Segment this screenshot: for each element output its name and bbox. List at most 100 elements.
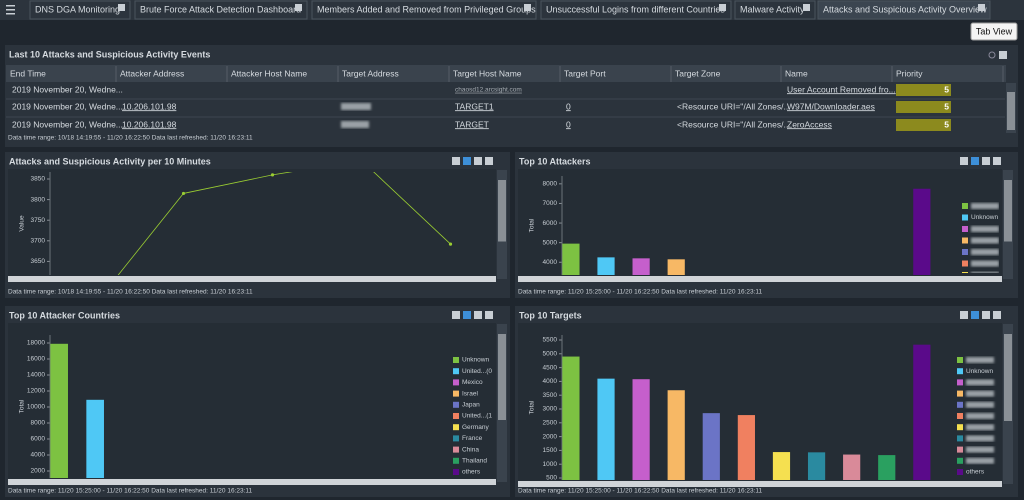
table-cell[interactable]: 0 (566, 119, 571, 129)
toolbar-icon[interactable] (971, 311, 979, 319)
tab[interactable] (540, 0, 732, 20)
y-tick-label: 6000 (543, 220, 558, 227)
tab[interactable] (734, 0, 816, 20)
chart-title: Top 10 Attackers (519, 156, 591, 166)
toolbar-icon[interactable] (993, 311, 1001, 319)
bar (50, 343, 68, 478)
priority-value: 5 (944, 119, 949, 129)
legend-label: Unknown (462, 357, 489, 364)
table-cell[interactable]: ZeroAccess (787, 119, 832, 129)
priority-bar (896, 101, 951, 113)
bar (667, 390, 685, 480)
table-cell[interactable]: TARGET1 (455, 101, 494, 111)
table-cell[interactable]: TARGET (455, 119, 489, 129)
y-tick-label: 3750 (31, 217, 46, 224)
scrollbar-thumb[interactable] (1004, 180, 1012, 242)
toolbar-icon[interactable] (993, 157, 1001, 165)
toolbar-icon[interactable] (463, 311, 471, 319)
legend-swatch (453, 469, 459, 475)
legend-swatch (957, 413, 963, 419)
y-tick-label: 5000 (543, 239, 558, 246)
table-cell[interactable]: User Account Removed fro... (787, 84, 896, 94)
tab-close[interactable] (295, 4, 302, 11)
h-scrollbar[interactable] (518, 276, 1002, 282)
tab-close[interactable] (118, 4, 125, 11)
toolbar-icon[interactable] (485, 311, 493, 319)
table-cell[interactable]: 10.206.101.98 (122, 101, 177, 111)
table-cell[interactable]: W97M/Downloader.aes (787, 101, 875, 111)
chart-footer: Data time range: 11/20 15:25:00 - 11/20 … (8, 488, 253, 495)
legend-swatch (962, 214, 968, 221)
export-icon[interactable] (999, 51, 1007, 59)
toolbar-icon[interactable] (452, 311, 460, 319)
tab-close[interactable] (524, 4, 531, 11)
legend-swatch (962, 249, 968, 255)
bar (632, 258, 650, 275)
scrollbar-thumb[interactable] (1007, 92, 1015, 130)
table-cell[interactable]: chaosd12.arcsight.com (455, 87, 522, 94)
bar (667, 259, 685, 275)
legend-blurred (971, 249, 999, 255)
priority-value: 5 (944, 101, 949, 111)
y-tick-label: 1500 (543, 447, 558, 454)
legend-blurred (966, 390, 994, 397)
menu-icon[interactable] (6, 5, 15, 15)
legend-blurred (971, 260, 999, 267)
plot (562, 188, 931, 275)
toolbar-icon[interactable] (474, 311, 482, 319)
toolbar-icon[interactable] (960, 311, 968, 319)
y-tick-label: 18000 (27, 340, 45, 347)
active-tab[interactable] (817, 0, 991, 20)
toolbar-icon[interactable] (463, 157, 471, 165)
chart-footer: Data time range: 10/18 14:19:55 - 11/20 … (8, 289, 253, 296)
legend-swatch (962, 272, 968, 273)
search-icon[interactable] (988, 51, 996, 59)
legend-swatch (957, 457, 963, 464)
legend-blurred (966, 457, 994, 464)
tab-view-button[interactable] (970, 22, 1018, 41)
toolbar-icon[interactable] (971, 157, 979, 165)
column-header: Name (785, 68, 808, 78)
legend-label: Mexico (462, 379, 483, 386)
tab-close[interactable] (803, 4, 810, 11)
y-tick-label: 1000 (543, 461, 558, 468)
chart-title: Top 10 Attacker Countries (9, 310, 120, 320)
tab-close[interactable] (719, 4, 726, 11)
tabs: DNS DGA Monitoring Brute Force Attack Det… (29, 0, 991, 20)
bar (597, 257, 615, 275)
chart-footer: Data time range: 11/20 15:25:00 - 11/20 … (518, 289, 763, 296)
table-header (6, 65, 1006, 82)
toolbar-icon[interactable] (452, 157, 460, 165)
legend-blurred (971, 272, 999, 273)
scrollbar-thumb[interactable] (1004, 334, 1012, 421)
priority-value: 5 (944, 84, 949, 94)
scrollbar-thumb[interactable] (498, 180, 506, 242)
y-tick-label: 14000 (27, 372, 45, 379)
toolbar-icon[interactable] (485, 157, 493, 165)
legend-swatch (453, 413, 459, 419)
table-cell[interactable]: 10.206.101.98 (122, 119, 177, 129)
table-cell: <Resource URI="/All Zones/... (677, 119, 791, 129)
table-footer: Data time range: 10/18 14:19:55 - 11/20 … (8, 135, 253, 142)
toolbar-icon[interactable] (960, 157, 968, 165)
y-tick-label: 5000 (543, 351, 558, 358)
legend-label: Israel (462, 390, 478, 397)
h-scrollbar[interactable] (8, 276, 496, 282)
scrollbar-thumb[interactable] (498, 334, 506, 420)
legend-label: Japan (462, 402, 480, 409)
events-panel (5, 45, 1018, 147)
priority-bar (896, 84, 951, 96)
legend-swatch (957, 357, 963, 363)
tab-close[interactable] (978, 4, 985, 11)
h-scrollbar[interactable] (518, 481, 1002, 487)
tab[interactable] (311, 0, 537, 20)
legend-blurred (971, 226, 999, 232)
toolbar-icon[interactable] (982, 311, 990, 319)
toolbar-icon[interactable] (982, 157, 990, 165)
h-scrollbar[interactable] (8, 479, 496, 485)
tab[interactable] (134, 0, 308, 20)
toolbar-icon[interactable] (474, 157, 482, 165)
table-cell[interactable]: 0 (566, 101, 571, 111)
tab[interactable] (29, 0, 131, 20)
y-tick-label: 3650 (31, 258, 46, 265)
